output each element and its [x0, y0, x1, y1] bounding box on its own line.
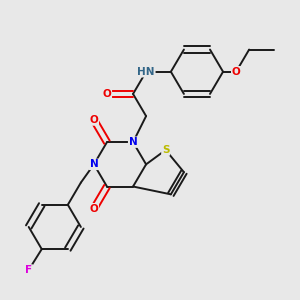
Text: F: F — [25, 265, 32, 275]
Text: O: O — [89, 204, 98, 214]
Text: O: O — [89, 115, 98, 125]
Text: S: S — [162, 145, 169, 155]
Text: HN: HN — [137, 67, 155, 77]
Text: N: N — [89, 159, 98, 169]
Text: O: O — [103, 89, 111, 99]
Text: N: N — [129, 137, 137, 147]
Text: O: O — [232, 67, 241, 77]
